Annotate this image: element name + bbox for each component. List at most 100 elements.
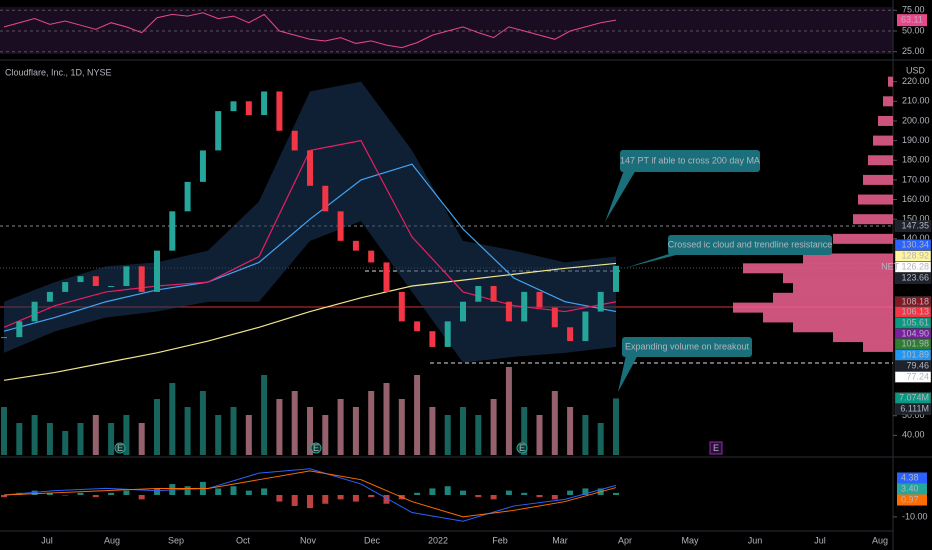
macd-histogram-bar xyxy=(154,488,160,495)
volume-profile-bar xyxy=(833,332,893,343)
x-axis-label: May xyxy=(681,535,699,545)
candle xyxy=(505,301,512,322)
price-tag-label: NET 126.28 xyxy=(881,261,929,271)
y-tick-label: 190.00 xyxy=(902,135,930,145)
volume-profile-bar xyxy=(873,135,893,146)
earnings-marker xyxy=(310,442,322,454)
macd-histogram-bar xyxy=(123,490,130,495)
symbol-title: Cloudflare, Inc., 1D, NYSE xyxy=(5,67,112,77)
y-tick-label: 200.00 xyxy=(902,115,930,125)
x-axis-label: Apr xyxy=(618,535,632,545)
macd-histogram-bar xyxy=(337,495,344,500)
volume-profile-bar xyxy=(743,263,893,274)
macd-histogram-bar xyxy=(490,495,497,500)
volume-profile-bar xyxy=(793,322,893,333)
x-axis-label: Aug xyxy=(872,535,888,545)
volume-bar xyxy=(490,399,497,455)
volume-bar xyxy=(597,423,604,455)
macd-histogram-bar xyxy=(46,492,53,495)
volume-profile-bar xyxy=(733,302,893,313)
callout-pointer xyxy=(625,253,684,268)
candle xyxy=(551,307,558,328)
candle xyxy=(108,286,115,288)
volume-bar xyxy=(322,415,329,455)
macd-histogram-bar xyxy=(582,488,589,495)
candle xyxy=(1,337,7,339)
candle xyxy=(444,321,451,347)
macd-histogram-bar xyxy=(92,495,99,498)
macd-histogram-bar xyxy=(108,492,115,495)
earnings-marker xyxy=(114,442,126,454)
y-tick-label: 40.00 xyxy=(902,430,925,440)
macd-histogram-bar xyxy=(444,486,451,495)
volume-profile-bar xyxy=(833,233,893,244)
macd-histogram-bar xyxy=(460,490,466,495)
macd-histogram-bar xyxy=(429,488,436,495)
price-tag-label: 128.92 xyxy=(901,250,929,260)
moving-average xyxy=(3,163,617,332)
volume-bar xyxy=(31,415,38,455)
earnings-label: E xyxy=(519,443,525,453)
candle xyxy=(536,291,543,308)
volume-bar xyxy=(62,431,69,455)
macd-histogram-bar xyxy=(184,486,191,495)
candle xyxy=(199,150,206,182)
price-tag-label: 123.66 xyxy=(901,272,929,282)
volume-profile-bar xyxy=(863,174,893,185)
macd-histogram-bar xyxy=(138,495,145,500)
macd-histogram-bar xyxy=(414,492,421,495)
volume-profile-bar xyxy=(783,273,893,284)
volume-profile-bar xyxy=(878,115,893,126)
earnings-label: E xyxy=(117,443,123,453)
volume-bar xyxy=(184,407,191,455)
rsi-value-tag xyxy=(897,14,927,27)
volume-profile-bar xyxy=(868,155,893,166)
macd-tag xyxy=(897,483,927,495)
volume-bar xyxy=(230,407,237,455)
signal-line xyxy=(3,470,617,518)
callout-text: 147 PT if able to cross 200 day MA xyxy=(620,155,760,165)
candle xyxy=(215,111,222,151)
x-axis-label: Jun xyxy=(748,535,763,545)
price-tag-label: 6.111M xyxy=(900,403,929,413)
candle xyxy=(613,265,619,292)
x-axis-label: Sep xyxy=(168,535,184,545)
price-tag-label: 108.18 xyxy=(901,296,929,306)
y-tick-label: 50.00 xyxy=(902,410,925,420)
volume-bar xyxy=(582,415,589,455)
callout-pointer xyxy=(618,355,638,392)
volume-bar xyxy=(460,407,466,455)
volume-profile-bar xyxy=(888,76,893,87)
volume-profile-bar xyxy=(803,253,893,264)
candle xyxy=(368,250,375,263)
macd-histogram-bar xyxy=(291,495,298,506)
macd-histogram-bar xyxy=(245,490,252,495)
price-tag-label: 101.89 xyxy=(901,349,929,359)
macd-histogram-bar xyxy=(475,495,482,498)
volume-profile-bar xyxy=(883,96,893,107)
macd-tag-label: 3.40 xyxy=(901,483,919,493)
macd-histogram-bar xyxy=(1,495,7,498)
volume-bar xyxy=(291,391,298,455)
callout-pointer xyxy=(605,170,636,222)
candle xyxy=(77,276,84,283)
x-axis-label: Jul xyxy=(814,535,826,545)
macd-histogram-bar xyxy=(261,488,268,495)
macd-histogram-bar xyxy=(215,488,222,495)
price-tag-label: 7.074M xyxy=(899,392,929,402)
x-axis-label: Nov xyxy=(300,535,317,545)
candle xyxy=(460,301,466,322)
candle xyxy=(597,291,604,312)
candle xyxy=(230,101,237,112)
candle xyxy=(322,185,329,212)
moving-average xyxy=(3,262,617,381)
callout-box xyxy=(668,235,832,255)
candle xyxy=(169,211,176,251)
volume-profile-bar xyxy=(773,292,893,303)
candle xyxy=(414,321,421,332)
candle xyxy=(184,181,191,212)
macd-histogram-bar xyxy=(307,495,313,509)
macd-histogram-bar xyxy=(536,495,543,498)
volume-bar xyxy=(429,407,436,455)
